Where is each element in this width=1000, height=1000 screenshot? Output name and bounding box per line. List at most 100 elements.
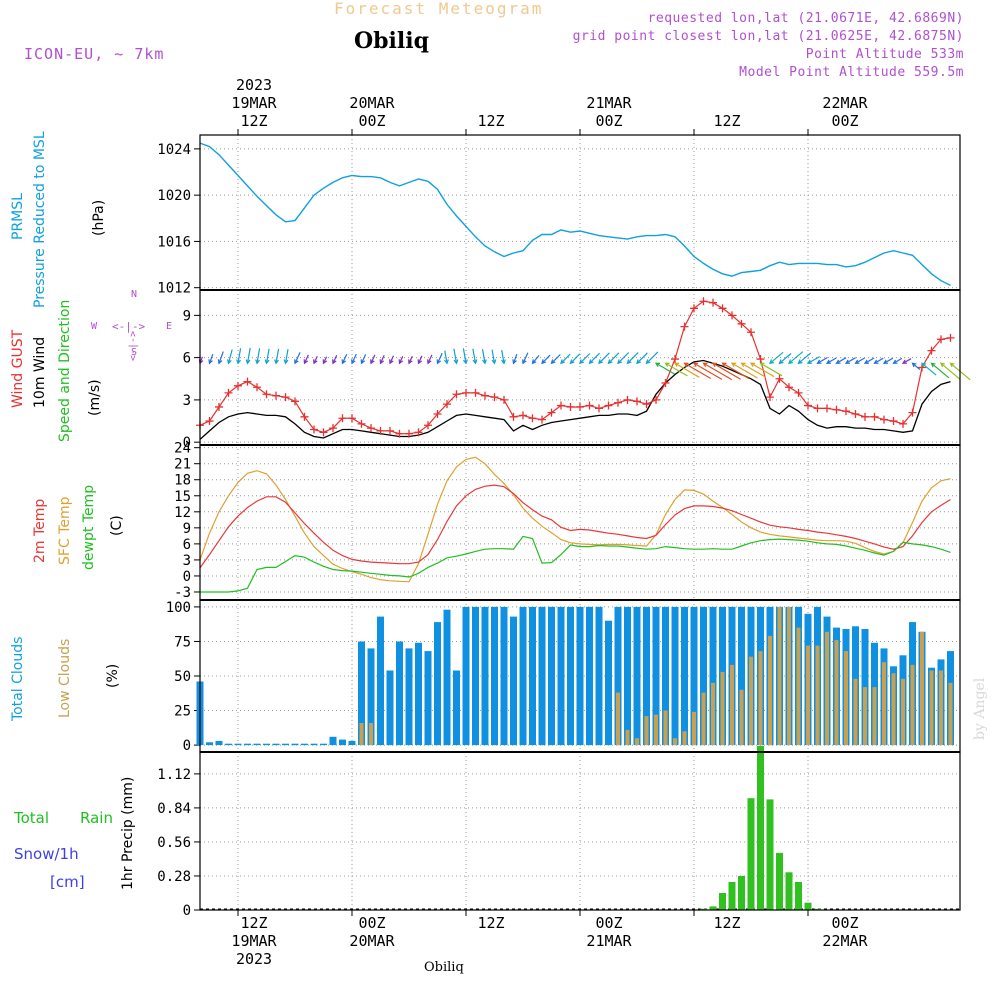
wind-gust-marker [234,381,242,390]
total-clouds-bar [624,606,631,746]
total-clouds-bar [538,606,546,746]
wind-direction-arrowhead [569,359,575,365]
total-clouds-bar [215,740,223,745]
total-clouds-bar [424,651,432,746]
total-clouds-bar [681,606,688,746]
wind-direction-arrow [893,357,903,364]
y-tick-label: 1020 [157,188,191,204]
wind-gust-marker [775,374,784,383]
wind-gust-marker [633,397,641,406]
model-label: ICON-EU, ~ 7km [24,45,165,63]
wind-gust-marker [291,397,299,406]
wind-direction-arrowhead [683,362,689,368]
y-tick-label: 12 [174,505,191,521]
wind-direction-arrow [398,355,404,364]
wind-gust-marker [699,297,708,306]
wind-direction-arrow [883,357,894,364]
low-clouds-bar [825,631,829,746]
wind-direction-arrow [379,355,385,364]
wind-gust-marker [737,319,746,328]
low-clouds-bar [635,738,639,746]
wind-direction-arrowhead [626,359,632,365]
wind-direction-arrow [864,357,875,364]
wind-gust-marker [813,404,822,413]
top-time-label: 21MAR [586,94,632,112]
wind-direction-arrow [332,355,338,364]
wind-direction-arrowhead [417,359,423,365]
wind-direction-arrow [684,362,712,380]
wind-direction-arrowhead [245,359,251,365]
wind-gust-marker [823,404,831,413]
wind-direction-arrowhead [453,359,459,365]
wind-gust-marker [205,417,214,426]
bottom-time-label: 22MAR [822,932,868,950]
wind-gust-marker [386,426,394,435]
bottom-time-label: 2023 [235,950,273,968]
total-clouds-bar [329,736,337,746]
top-time-label: 22MAR [822,94,868,112]
y-tick-label: 15 [174,489,191,505]
rain-bar [738,876,745,910]
low-clouds-bar [863,687,867,746]
wind-gust-marker [623,395,632,404]
rain-bar [728,882,736,910]
bottom-time-label: 00Z [358,914,386,932]
wind-gust-marker [576,402,584,411]
total-clouds-bar [529,606,536,746]
wind-gust-marker [538,415,546,424]
wind-direction-arrowhead [463,359,468,365]
total-clouds-bar [605,620,612,746]
y-tick-label: 1.12 [157,767,191,783]
wind-direction-arrow [779,353,792,364]
wind-direction-arrow [627,352,639,364]
wind-direction-arrowhead [560,359,565,365]
wind-direction-arrowhead [208,359,213,365]
compass-w: W [91,321,98,332]
low-clouds-bar [625,729,630,746]
total-clouds-bar [310,743,318,746]
total-clouds-bar [234,743,242,746]
wind-direction-arrow [760,362,783,377]
y-tick-label: 1012 [157,281,191,297]
total-clouds-bar [453,670,460,746]
total-clouds-bar [443,609,451,746]
wind-direction-arrow [655,362,676,375]
y-tick-label: 24 [174,441,191,457]
wind-direction-arrowhead [825,359,832,364]
rain-bar [795,882,802,910]
wind-direction-arrowhead [740,362,746,368]
total-clouds-bar [690,606,698,746]
wind-gust-marker [908,408,917,417]
wind-gust-marker [718,304,727,313]
wind-direction-arrowhead [835,359,841,364]
wind-direction-arrowhead [854,359,860,364]
wind-gust-marker [671,355,679,364]
low-clouds-bar [673,738,677,746]
low-clouds-bar [872,687,877,746]
wind-direction-arrowhead [531,359,537,365]
wind-direction-arrowhead [940,362,946,368]
bottom-time-label: 00Z [595,914,623,932]
wind-direction-arrowhead [255,359,260,365]
total-clouds-bar [709,606,717,746]
rain-bar [804,902,812,910]
top-time-label: 2023 [235,76,273,94]
wind-direction-arrow [731,362,758,379]
wind-gust-marker [614,398,622,407]
wind-direction-arrowhead [408,359,413,365]
station-title: Obiliq [354,28,430,54]
wind-gust-marker [870,412,879,421]
wind-direction-arrowhead [436,359,442,365]
wind-direction-arrowhead [472,359,478,365]
requested-coords: requested lon,lat (21.0671E, 42.6869N) [647,11,964,26]
wind-direction-arrowhead [788,359,794,365]
wind-direction-arrowhead [730,362,737,368]
wind-gust-marker [652,395,660,404]
bottom-time-label: 20MAR [349,932,395,950]
low-clouds-bar [777,606,782,746]
wind-gust-marker [481,391,489,400]
wind-direction-arrow [501,349,505,364]
temp-dew-line [200,535,951,593]
wind-gust-marker [709,298,717,307]
